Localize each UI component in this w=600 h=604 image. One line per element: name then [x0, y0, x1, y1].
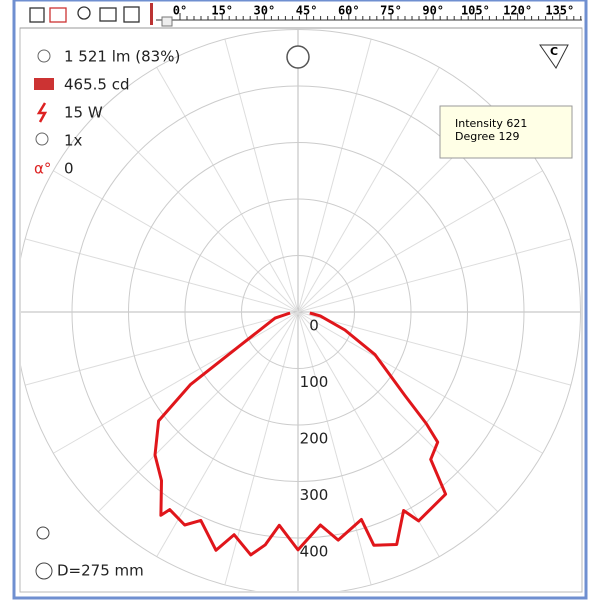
spoke: [224, 38, 299, 313]
r-tick-label: 0: [309, 317, 319, 335]
spoke: [297, 67, 440, 313]
polar-chart: 0 100 200 300 400: [21, 29, 581, 591]
ruler-label: 135°: [545, 4, 574, 18]
spoke: [297, 170, 543, 313]
ruler-label: 45°: [296, 4, 318, 18]
intensity-curve: [153, 311, 448, 557]
ruler-label: 0°: [173, 4, 187, 18]
grid-circle: [241, 255, 355, 369]
grid-circle: [71, 85, 525, 539]
spoke: [297, 311, 499, 513]
spoke: [97, 111, 299, 313]
spoke: [297, 311, 543, 454]
spoke: [24, 311, 299, 386]
spoke: [156, 67, 299, 313]
icon-flux: [37, 49, 51, 63]
rotate-button[interactable]: [286, 45, 310, 69]
ruler-label: 30°: [254, 4, 276, 18]
ruler-label: 75°: [380, 4, 402, 18]
tilt-icon: α°: [34, 160, 51, 178]
ruler-label: 60°: [338, 4, 360, 18]
count: 1x: [64, 132, 83, 150]
ruler-label: 90°: [422, 4, 444, 18]
spoke: [97, 311, 299, 513]
ruler-slider[interactable]: [161, 16, 173, 27]
grid-circle: [184, 198, 412, 426]
spoke: [297, 238, 572, 313]
r-tick-label: 100: [300, 373, 329, 391]
tilt: 0: [64, 160, 74, 178]
icon-save[interactable]: [123, 6, 140, 23]
ruler-label: 120°: [503, 4, 532, 18]
diameter: D=275 mm: [57, 562, 144, 580]
r-tick-label: 400: [300, 543, 329, 561]
icon-fit[interactable]: [29, 7, 45, 23]
radio[interactable]: [35, 562, 53, 580]
flux: 1 521 lm (83%): [64, 48, 180, 66]
icon-power: [36, 102, 48, 123]
c-label: C: [550, 45, 558, 58]
ruler: 0° 15° 30° 45° 60° 75° 90° 105° 120° 135°: [173, 4, 582, 20]
icon-bulb[interactable]: [77, 6, 91, 20]
r-tick-label: 300: [300, 486, 329, 504]
outer-circle: [21, 29, 581, 591]
spoke: [156, 311, 299, 557]
ruler-label: 15°: [211, 4, 233, 18]
spoke: [297, 311, 572, 386]
c-button[interactable]: [539, 44, 569, 69]
tooltip: [439, 105, 573, 159]
ruler-start: [150, 3, 153, 25]
ruler-label: 105°: [461, 4, 490, 18]
spoke: [297, 38, 372, 313]
spoke: [297, 311, 372, 586]
icon-bulb-small: [36, 526, 50, 540]
r-tick-label: 200: [300, 430, 329, 448]
icon-count: [35, 132, 49, 146]
spoke: [297, 311, 440, 557]
spoke: [24, 238, 299, 313]
power: 15 W: [64, 104, 103, 122]
icon-book[interactable]: [49, 7, 67, 23]
icon-print[interactable]: [99, 7, 117, 22]
grid-circle: [128, 142, 468, 482]
grid: [21, 29, 581, 591]
max-intensity: 465.5 cd: [64, 76, 129, 94]
icon-intensity: [34, 78, 54, 90]
spoke: [53, 170, 299, 313]
tooltip-degree: Degree 129: [455, 130, 520, 143]
toolbar-icons[interactable]: [29, 6, 140, 23]
tooltip-intensity: Intensity 621: [455, 117, 527, 130]
spoke: [53, 311, 299, 454]
